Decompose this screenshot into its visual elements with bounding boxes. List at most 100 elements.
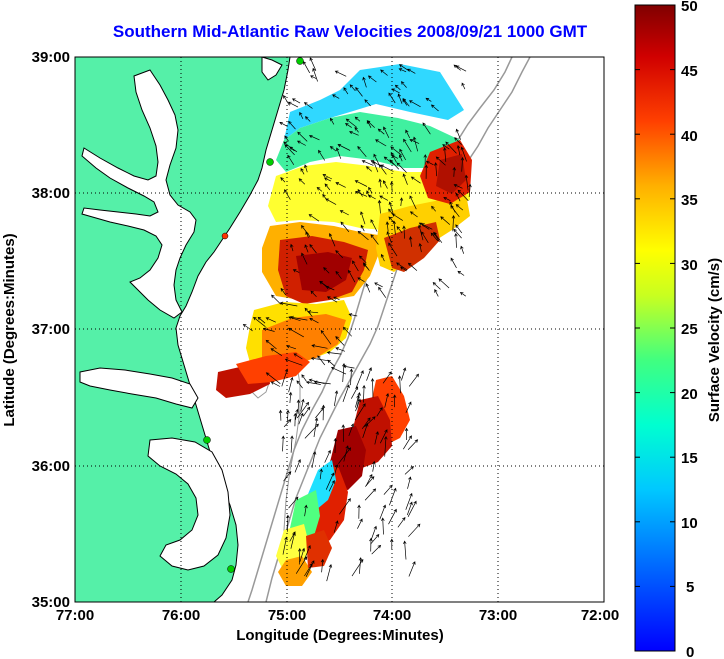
velocity-arrow [300,167,305,175]
velocity-arrow [403,138,412,153]
velocity-arrow [422,122,431,135]
velocity-arrow [384,392,390,408]
velocity-arrow [421,223,433,230]
velocity-arrow [430,104,439,112]
velocity-arrow [409,195,417,210]
velocity-arrow [390,146,402,156]
velocity-arrow [407,439,419,451]
colorbar-tick-label: 40 [681,128,698,145]
velocity-arrow [364,488,377,501]
y-axis-label: Latitude (Degrees:Minutes) [1,233,18,426]
velocity-arrow [408,561,416,577]
velocity-arrow [304,423,319,439]
velocity-arrow [362,76,367,88]
velocity-arrow [325,472,335,490]
barrier-island-fill [234,420,260,602]
velocity-arrow [324,183,331,191]
velocity-arrow [407,500,417,517]
colorbar-tick-label: 50 [681,0,698,15]
velocity-arrow [348,313,358,317]
x-tick-label: 76:00 [162,607,200,624]
velocity-arrow [326,563,333,582]
y-tick-label: 36:00 [32,458,70,475]
velocity-arrow [300,398,305,412]
velocity-field-south [276,376,410,586]
velocity-arrow [451,214,456,232]
velocity-arrow [297,547,302,565]
velocity-arrow [442,144,450,150]
velocity-arrow [335,182,346,188]
velocity-arrow [452,166,457,177]
velocity-arrow [303,102,313,109]
velocity-arrow [333,520,339,533]
velocity-arrow [382,371,392,384]
velocity-arrow [402,173,408,185]
velocity-arrow [338,447,352,464]
velocity-arrow [454,232,458,248]
velocity-arrow [265,372,281,384]
velocity-arrow [313,417,319,438]
velocity-arrow [319,468,323,480]
velocity-arrow [388,216,394,223]
y-tick-label: 38:00 [32,185,70,202]
velocity-arrow [424,164,429,179]
velocity-arrow [334,70,347,77]
velocity-arrow [265,317,276,323]
velocity-arrow [460,156,465,172]
velocity-arrow [362,263,369,269]
velocity-arrow [392,220,396,235]
velocity-arrow [407,476,412,489]
station-marker [203,436,211,444]
velocity-arrow [396,262,408,271]
velocity-arrow [370,234,379,245]
velocity-arrow [372,460,376,472]
velocity-arrow [397,517,406,528]
velocity-arrow [438,278,450,289]
velocity-arrow [354,116,361,122]
velocity-arrow [354,180,368,187]
velocity-arrow [290,435,294,453]
velocity-arrow [457,189,469,202]
velocity-arrow [408,236,413,247]
velocity-arrow [310,75,317,79]
velocity-arrow [374,282,383,288]
velocity-arrow [459,291,467,297]
velocity-arrow [379,195,389,201]
velocity-arrow [418,222,430,230]
x-axis-label: Longitude (Degrees:Minutes) [236,627,444,644]
velocity-arrow [455,65,467,72]
velocity-arrow [357,504,361,519]
colorbar-tick-label: 10 [681,515,698,532]
velocity-arrow [398,64,409,71]
velocity-arrow [342,362,346,383]
velocity-arrow [299,547,306,562]
colorbar-tick-label: 5 [686,579,694,596]
colorbar-label: Surface Velocity (cm/s) [706,258,723,422]
velocity-arrow [355,190,368,197]
velocity-arrow [394,84,401,91]
velocity-arrow [403,435,412,450]
y-tick-label: 37:00 [32,321,70,338]
colorbar: 50 45 40 35 30 25 20 15 10 5 0 Surface V… [634,0,723,659]
velocity-arrow [397,93,403,104]
velocity-arrow [333,390,339,407]
velocity-arrow [312,67,318,82]
velocity-arrow [378,178,382,188]
velocity-arrow [371,544,382,555]
velocity-arrow [402,98,408,106]
velocity-arrow [388,508,397,525]
velocity-arrow [400,266,407,272]
velocity-arrow [303,545,311,560]
velocity-arrow [390,151,397,163]
velocity-arrow [288,316,301,322]
velocity-arrow [335,147,342,159]
velocity-arrow [301,252,308,265]
velocity-arrow [310,290,317,297]
velocity-arrow [350,386,359,399]
velocity-arrow [360,224,365,232]
velocity-arrow [296,399,301,415]
velocity-arrow [400,81,407,88]
velocity-arrow [321,404,326,421]
velocity-arrow [366,190,370,198]
velocity-arrow [380,253,385,262]
